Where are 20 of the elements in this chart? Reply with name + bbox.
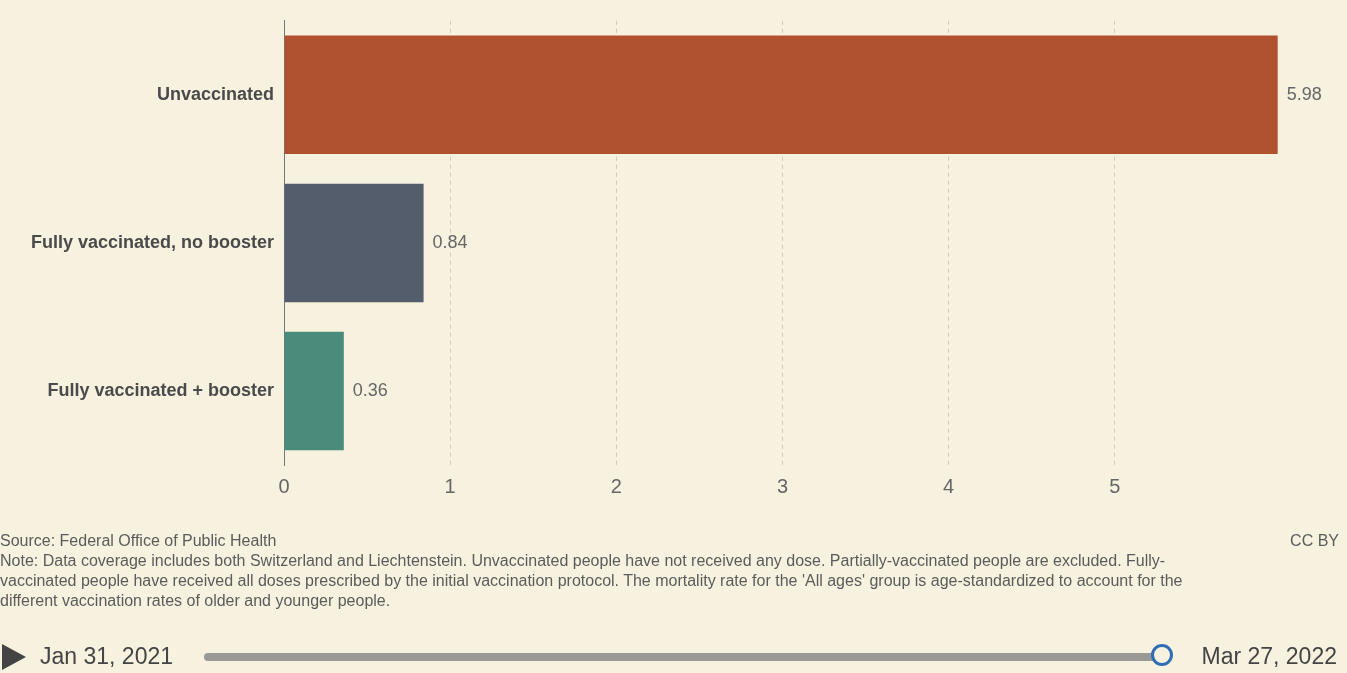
bar — [284, 35, 1278, 155]
data-label: 5.98 — [1286, 83, 1322, 104]
bar — [284, 183, 424, 303]
x-tick-label: 5 — [1109, 474, 1121, 497]
text: Jan 31, 2021 — [40, 643, 174, 670]
source-note: Source: Federal Office of Public Health — [0, 531, 277, 551]
x-tick-label: 0 — [278, 474, 290, 497]
x-tick-label: 3 — [776, 474, 789, 497]
data-label: 0.36 — [352, 379, 388, 400]
x-tick-label: 1 — [444, 474, 456, 497]
y-tick-label: Fully vaccinated + booster — [47, 379, 274, 400]
text: Note: Data coverage includes both Switzerland and Liechtenstein. Unvaccinated people have not received any dose. Partially-vaccinated people are excluded. Fully-vaccinated people have received all doses prescribed by the initial vaccination protocol. The mortality rate for the 'All ages' group is age-standardized to account for the different vaccination rates of older and younger people. — [0, 551, 1184, 611]
bar — [284, 331, 344, 451]
data-label: 0.84 — [432, 231, 468, 252]
text: CC BY — [1290, 531, 1339, 551]
x-tick-label: 4 — [943, 474, 955, 497]
y-tick-label: Fully vaccinated, no booster — [30, 231, 274, 252]
text: Mar 27, 2022 — [1201, 643, 1337, 670]
x-tick-label: 2 — [610, 474, 622, 497]
y-tick-label: Unvaccinated — [156, 83, 274, 104]
